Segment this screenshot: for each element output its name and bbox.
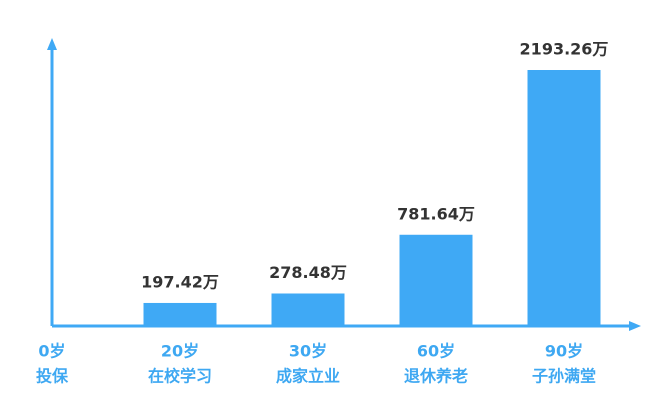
x-tick-label: 0岁 (38, 342, 65, 361)
value-label: 278.48万 (269, 263, 347, 282)
x-tick-label: 成家立业 (276, 367, 340, 386)
x-tick-label: 90岁 (545, 342, 583, 361)
x-axis-arrow (629, 321, 641, 331)
x-tick-label: 30岁 (289, 342, 327, 361)
bar (271, 293, 345, 326)
x-tick-label: 子孙满堂 (532, 367, 596, 386)
bar (143, 302, 217, 326)
value-label: 197.42万 (141, 272, 219, 291)
x-tick-label: 退休养老 (404, 367, 468, 386)
value-label: 2193.26万 (520, 40, 609, 59)
x-tick-label: 60岁 (417, 342, 455, 361)
x-tick-label: 在校学习 (148, 367, 212, 386)
x-tick-label: 20岁 (161, 342, 199, 361)
value-label: 781.64万 (397, 204, 475, 223)
x-tick-label: 投保 (36, 367, 69, 386)
bar (527, 70, 601, 326)
y-axis-arrow (47, 38, 57, 50)
bar (399, 234, 473, 326)
